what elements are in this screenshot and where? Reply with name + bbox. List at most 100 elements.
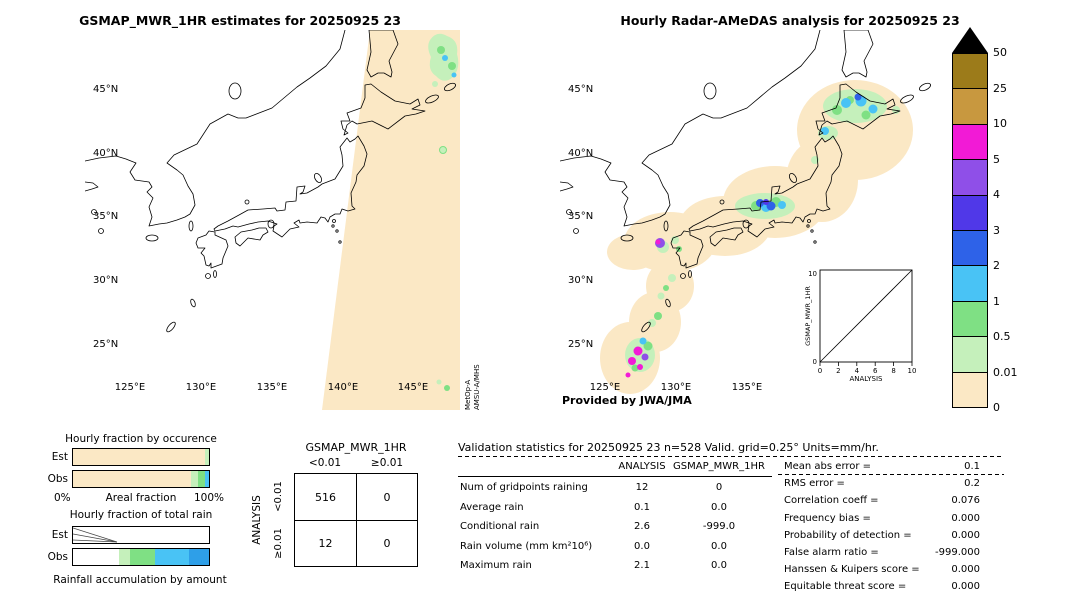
colorbar-segment — [953, 194, 987, 231]
metric-label: RMS error = — [784, 478, 845, 490]
bar-segment — [73, 549, 120, 565]
gsmap-map-svg — [85, 30, 460, 410]
lon-tick-label: 125°E — [589, 382, 621, 393]
colorbar-overflow-triangle — [952, 27, 988, 53]
satellite-swath — [322, 30, 460, 410]
stat-row-label: Conditional rain — [460, 521, 540, 532]
radar-analysis-map: 0 2 4 6 8 10 ANALYSIS GSMAP_MWR_1HR 10 0… — [560, 30, 935, 410]
stats-table-rows: Num of gridpoints raining 12 0 Average rain… — [460, 480, 780, 578]
colorbar-labels: 50 25 10 5 4 3 2 1 0.5 0.01 0 — [993, 46, 1033, 414]
dashed-divider — [458, 456, 1004, 457]
metric-row: RMS error = 0.2 — [784, 476, 980, 493]
colorbar-tick-label: 2 — [993, 259, 1000, 272]
bar-segment — [198, 471, 205, 487]
inset-x-ticklabels: 0 2 4 6 8 10 — [818, 367, 917, 375]
lon-tick-label: 135°E — [256, 382, 288, 393]
bar-segment — [73, 471, 192, 487]
svg-text:2: 2 — [836, 367, 840, 375]
metric-value: 0.000 — [951, 564, 980, 576]
contingency-cell: 516 — [315, 490, 336, 504]
stat-analysis-value: 2.1 — [634, 560, 650, 571]
contingency-cell: 0 — [356, 520, 417, 566]
occurrence-est-bar — [72, 448, 210, 466]
colorbar-segment — [953, 336, 987, 372]
lat-tick-label: 25°N — [93, 339, 119, 350]
header-underline — [458, 476, 772, 477]
stat-analysis-value: 2.6 — [634, 521, 650, 532]
areal-fraction-min: 0% — [54, 492, 71, 504]
metric-row: Frequency bias = 0.000 — [784, 511, 980, 528]
contingency-cell: 12 — [295, 520, 356, 566]
zero-fraction-lines — [73, 527, 118, 543]
one-to-one-line — [819, 269, 913, 363]
metric-value: 0.076 — [951, 495, 980, 507]
lat-tick-label: 40°N — [93, 148, 119, 159]
metric-row: Mean abs error = 0.1 — [784, 459, 980, 476]
bar-segment — [188, 549, 209, 565]
colorbar-segment — [953, 123, 987, 160]
metric-label: Mean abs error = — [784, 461, 872, 472]
lat-tick-label: 30°N — [568, 275, 594, 286]
colorbar-tick-label: 0 — [993, 401, 1000, 414]
lat-tick-label: 35°N — [568, 211, 594, 222]
inset-scatter-plot: 0 2 4 6 8 10 ANALYSIS GSMAP_MWR_1HR 10 0 — [800, 260, 918, 383]
contingency-row-label: <0.01 — [273, 481, 284, 512]
stats-col-analysis: ANALYSIS — [618, 461, 666, 472]
stat-gsmap-value: 0.0 — [711, 540, 727, 552]
stats-table-row: Num of gridpoints raining 12 0 — [460, 480, 780, 500]
metric-value: 0.1 — [964, 461, 980, 472]
colorbar-bar — [952, 53, 988, 408]
colorbar-segment — [953, 159, 987, 195]
colorbar-segment — [953, 54, 987, 89]
contingency-col-label: ≥0.01 — [370, 457, 404, 469]
stat-gsmap-value: 0.0 — [711, 501, 727, 513]
bar-segment — [130, 549, 155, 565]
radar-map-svg: 0 2 4 6 8 10 ANALYSIS GSMAP_MWR_1HR 10 0 — [560, 30, 933, 394]
stat-analysis-value: 0.1 — [634, 501, 650, 513]
sensor-side-label: MetOp-A AMSU-A/MHS — [464, 354, 481, 410]
metric-label: False alarm ratio = — [784, 546, 879, 558]
dashed-divider — [778, 474, 1004, 475]
totalrain-obs-bar — [72, 548, 210, 566]
colorbar-tick-label: 4 — [993, 188, 1000, 201]
contingency-col-label: <0.01 — [308, 457, 342, 469]
bar-segment — [191, 471, 199, 487]
inset-ymax-label: 10 — [808, 270, 817, 278]
stat-analysis-value: 12 — [635, 482, 649, 493]
svg-text:4: 4 — [855, 367, 860, 375]
bar-segment — [73, 449, 205, 465]
metric-value: 0.000 — [951, 512, 980, 524]
total-rain-title: Hourly fraction of total rain — [69, 509, 213, 521]
radar-rain-cells — [625, 89, 900, 378]
metric-value: -999.000 — [935, 546, 980, 558]
lat-tick-label: 45°N — [93, 84, 119, 95]
contingency-title: GSMAP_MWR_1HR — [305, 441, 407, 454]
colorbar-segment — [953, 88, 987, 124]
contingency-side-label: ANALYSIS — [251, 495, 263, 545]
metric-row: Probability of detection = 0.000 — [784, 528, 980, 545]
colorbar-tick-label: 3 — [993, 223, 1000, 237]
est-label: Est — [51, 451, 68, 463]
metric-label: Frequency bias = — [784, 512, 871, 524]
svg-text:10: 10 — [908, 367, 917, 375]
lat-tick-label: 45°N — [568, 84, 594, 95]
stats-table-row: Maximum rain 2.1 0.0 — [460, 558, 780, 578]
metric-label: Equitable threat score = — [784, 581, 907, 593]
colorbar-segment — [953, 265, 987, 301]
lat-tick-label: 40°N — [568, 148, 594, 159]
stats-table-row: Conditional rain 2.6 -999.0 — [460, 519, 780, 539]
stat-row-label: Num of gridpoints raining — [460, 482, 588, 493]
metric-value: 0.000 — [951, 529, 980, 541]
contingency-cell: 0 — [356, 474, 417, 520]
gsmap-estimate-map: 45°N 40°N 35°N 30°N 25°N 125°E 130°E 135… — [85, 30, 460, 410]
lon-tick-label: 130°E — [185, 382, 217, 393]
areal-fraction-max: 100% — [193, 492, 225, 504]
colorbar-segment — [953, 300, 987, 337]
contingency-row-label: ≥0.01 — [273, 528, 284, 559]
instrument-name: AMSU-A/MHS — [472, 364, 481, 410]
occurrence-title: Hourly fraction by occurence — [65, 433, 217, 445]
metric-label: Correlation coeff = — [784, 495, 879, 507]
metric-value: 0.2 — [964, 478, 980, 490]
stats-table-row: Rain volume (mm km²10⁶) 0.0 0.0 — [460, 539, 780, 559]
